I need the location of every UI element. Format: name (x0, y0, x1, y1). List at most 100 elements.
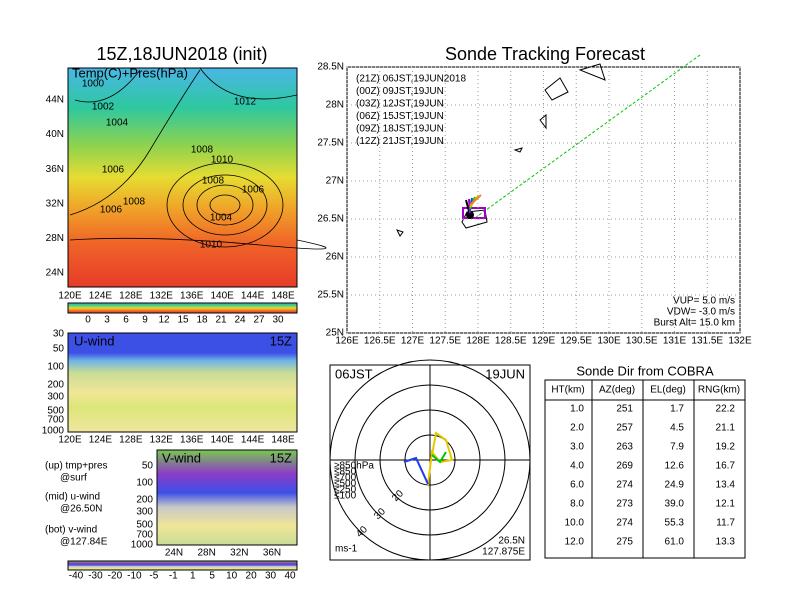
table-cell: 16.7 (716, 461, 736, 472)
x-tick-label: 24N (165, 548, 183, 559)
isobar-label: 1006 (102, 165, 125, 176)
legend-entry: (09Z) 18JST,19JUN (356, 124, 444, 135)
x-tick-label: 124E (89, 435, 113, 446)
colorbar-label: 12 (158, 315, 170, 326)
x-tick-label: 131.5E (691, 336, 723, 347)
info: Burst Alt= 15.0 km (654, 318, 735, 329)
table-cell: 13.4 (716, 480, 736, 491)
isobar-label: 1004 (106, 118, 129, 129)
isobar-label: 1010 (211, 155, 234, 166)
table-cell: 273 (616, 499, 633, 510)
tracking-title: Sonde Tracking Forecast (445, 44, 645, 64)
x-tick-label: 128E (119, 291, 143, 302)
colorbar-label: -5 (149, 571, 158, 582)
x-tick-label: 136E (180, 291, 204, 302)
y-tick-label: 32N (46, 198, 64, 209)
y-tick-label: 50 (53, 344, 65, 355)
colorbar-label: 30 (265, 571, 277, 582)
hodograph-lat: 26.5N (498, 536, 525, 547)
table-cell: 10.0 (565, 518, 585, 529)
colorbar-label: 40 (284, 571, 296, 582)
y-tick-label: 1000 (131, 540, 154, 551)
x-tick-label: 132E (728, 336, 752, 347)
table-header: AZ(deg) (599, 385, 635, 396)
table-cell: 1.0 (570, 404, 584, 415)
table-cell: 1.7 (670, 404, 684, 415)
hodograph-time: 06JST (335, 366, 373, 381)
colorbar-label: 15 (177, 315, 189, 326)
table-cell: 55.3 (665, 518, 685, 529)
table-cell: 263 (616, 442, 633, 453)
x-tick-label: 130.5E (626, 336, 658, 347)
note: @surf (60, 473, 87, 484)
y-tick-label: 40N (46, 129, 64, 140)
table-cell: 24.9 (665, 480, 685, 491)
table-cell: 251 (616, 404, 633, 415)
hodograph-trace-upper (403, 456, 429, 485)
v-wind-title: V-wind (162, 450, 201, 465)
y-tick-label: 30 (53, 329, 65, 340)
colorbar-label: 30 (272, 315, 284, 326)
note: (bot) v-wind (45, 525, 97, 536)
hodograph-lon: 127.875E (482, 547, 525, 558)
x-tick-label: 129E (532, 336, 556, 347)
colorbar-label: 20 (246, 571, 258, 582)
x-tick-label: 132E (150, 435, 174, 446)
note: (mid) u-wind (45, 492, 100, 503)
hodograph-unit: ms-1 (335, 544, 358, 555)
y-tick-label: 27N (326, 176, 344, 187)
x-tick-label: 127.5E (429, 336, 461, 347)
y-tick-label: 25.5N (317, 290, 344, 301)
y-tick-label: 300 (47, 392, 64, 403)
x-tick-label: 144E (241, 435, 265, 446)
isobar-label: 1006 (242, 185, 265, 196)
colorbar-label: 18 (196, 315, 208, 326)
u-wind-time: 15Z (270, 333, 292, 348)
colorbar-label: 1 (190, 571, 196, 582)
table-cell: 19.2 (716, 442, 736, 453)
colorbar-label: 5 (209, 571, 215, 582)
legend-entry: (06Z) 15JST,19JUN (356, 111, 444, 122)
temperature-map (67, 67, 298, 288)
v-wind-section (156, 449, 298, 546)
x-tick-label: 148E (271, 291, 295, 302)
colorbar-label: -40 (69, 571, 84, 582)
table-cell: 21.1 (716, 423, 736, 434)
isobar-label: 1000 (82, 79, 105, 90)
track (474, 54, 701, 219)
isobar-label: 1006 (100, 205, 123, 216)
colorbar-label: 24 (234, 315, 246, 326)
x-tick-label: 127E (401, 336, 425, 347)
x-tick-label: 129.5E (560, 336, 592, 347)
table-cell: 257 (616, 423, 633, 434)
level-label: ≤100 (334, 491, 357, 502)
x-tick-label: 28N (197, 548, 215, 559)
level-label: ≤850 (334, 467, 357, 478)
x-tick-label: 132E (150, 291, 174, 302)
table-cell: 4.0 (570, 461, 584, 472)
table-cell: 8.0 (570, 499, 584, 510)
note: (up) tmp+pres (45, 461, 108, 472)
table-cell: 274 (616, 518, 633, 529)
x-tick-label: 128E (119, 435, 143, 446)
level-label: ≥850hPa (334, 461, 374, 472)
y-tick-label: 26.5N (317, 214, 344, 225)
isobar-label: 1008 (202, 176, 225, 187)
wind-colorbar (67, 560, 298, 571)
isobar-label: 1008 (191, 145, 214, 156)
map-label: Temp(C)+Pres(hPa) (72, 65, 188, 80)
x-tick-label: 140E (210, 435, 234, 446)
table-cell: 269 (616, 461, 633, 472)
x-tick-label: 128.5E (495, 336, 527, 347)
table-header: HT(km) (551, 385, 584, 396)
legend-entry: (21Z) 06JST,19JUN2018 (356, 74, 466, 85)
y-tick-label: 500 (47, 406, 64, 417)
table-cell: 4.5 (670, 423, 684, 434)
hodograph-trace-mid (431, 451, 447, 464)
colorbar-label: 0 (85, 315, 91, 326)
y-tick-label: 200 (47, 380, 64, 391)
colorbar-label: 10 (226, 571, 238, 582)
y-tick-label: 26N (326, 252, 344, 263)
table-cell: 12.0 (565, 537, 585, 548)
